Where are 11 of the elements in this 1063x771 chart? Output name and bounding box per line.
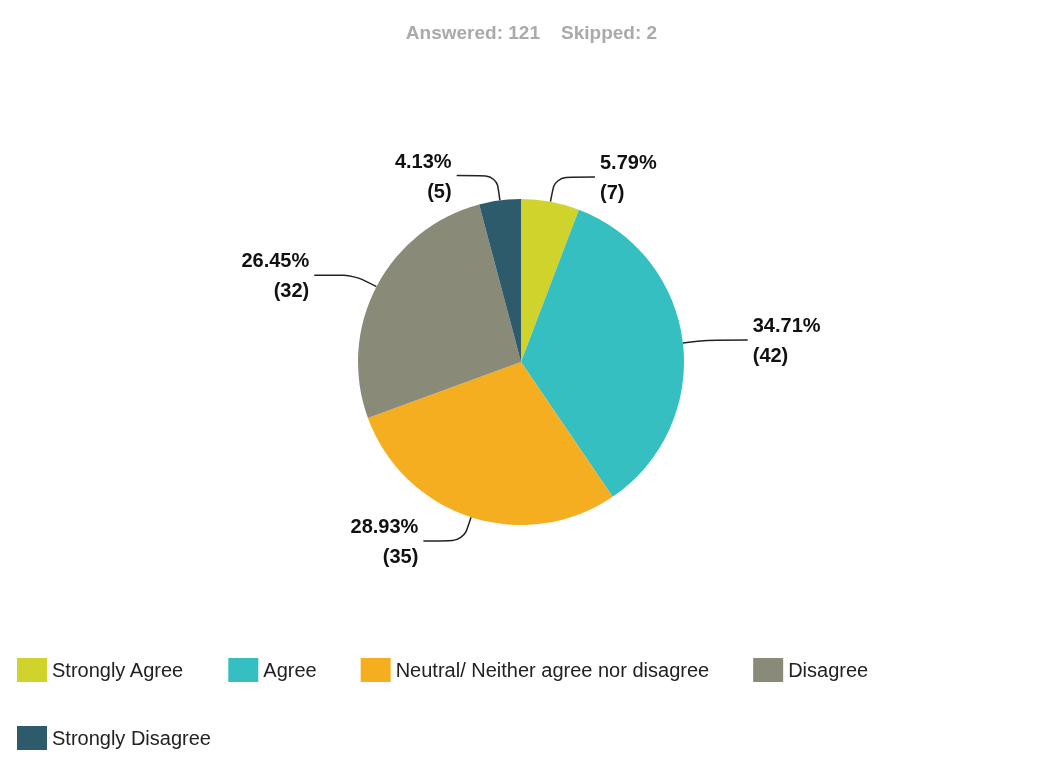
legend-label: Agree [263,659,317,681]
chart-title: Answered: 121 Skipped: 2 [405,22,658,43]
data-label: 26.45% (32) [241,249,310,302]
data-label: 34.71% (42) [752,314,821,367]
legend-label: Disagree [788,659,869,681]
data-label: 28.93% (35) [350,514,419,567]
data-label: 5.79% (7) [599,151,657,204]
data-label: 4.13% (5) [394,149,452,202]
legend-label: Strongly Disagree [52,727,211,749]
legend-label: Strongly Agree [52,659,184,681]
legend-label: Neutral/ Neither agree nor disagree [395,659,710,681]
